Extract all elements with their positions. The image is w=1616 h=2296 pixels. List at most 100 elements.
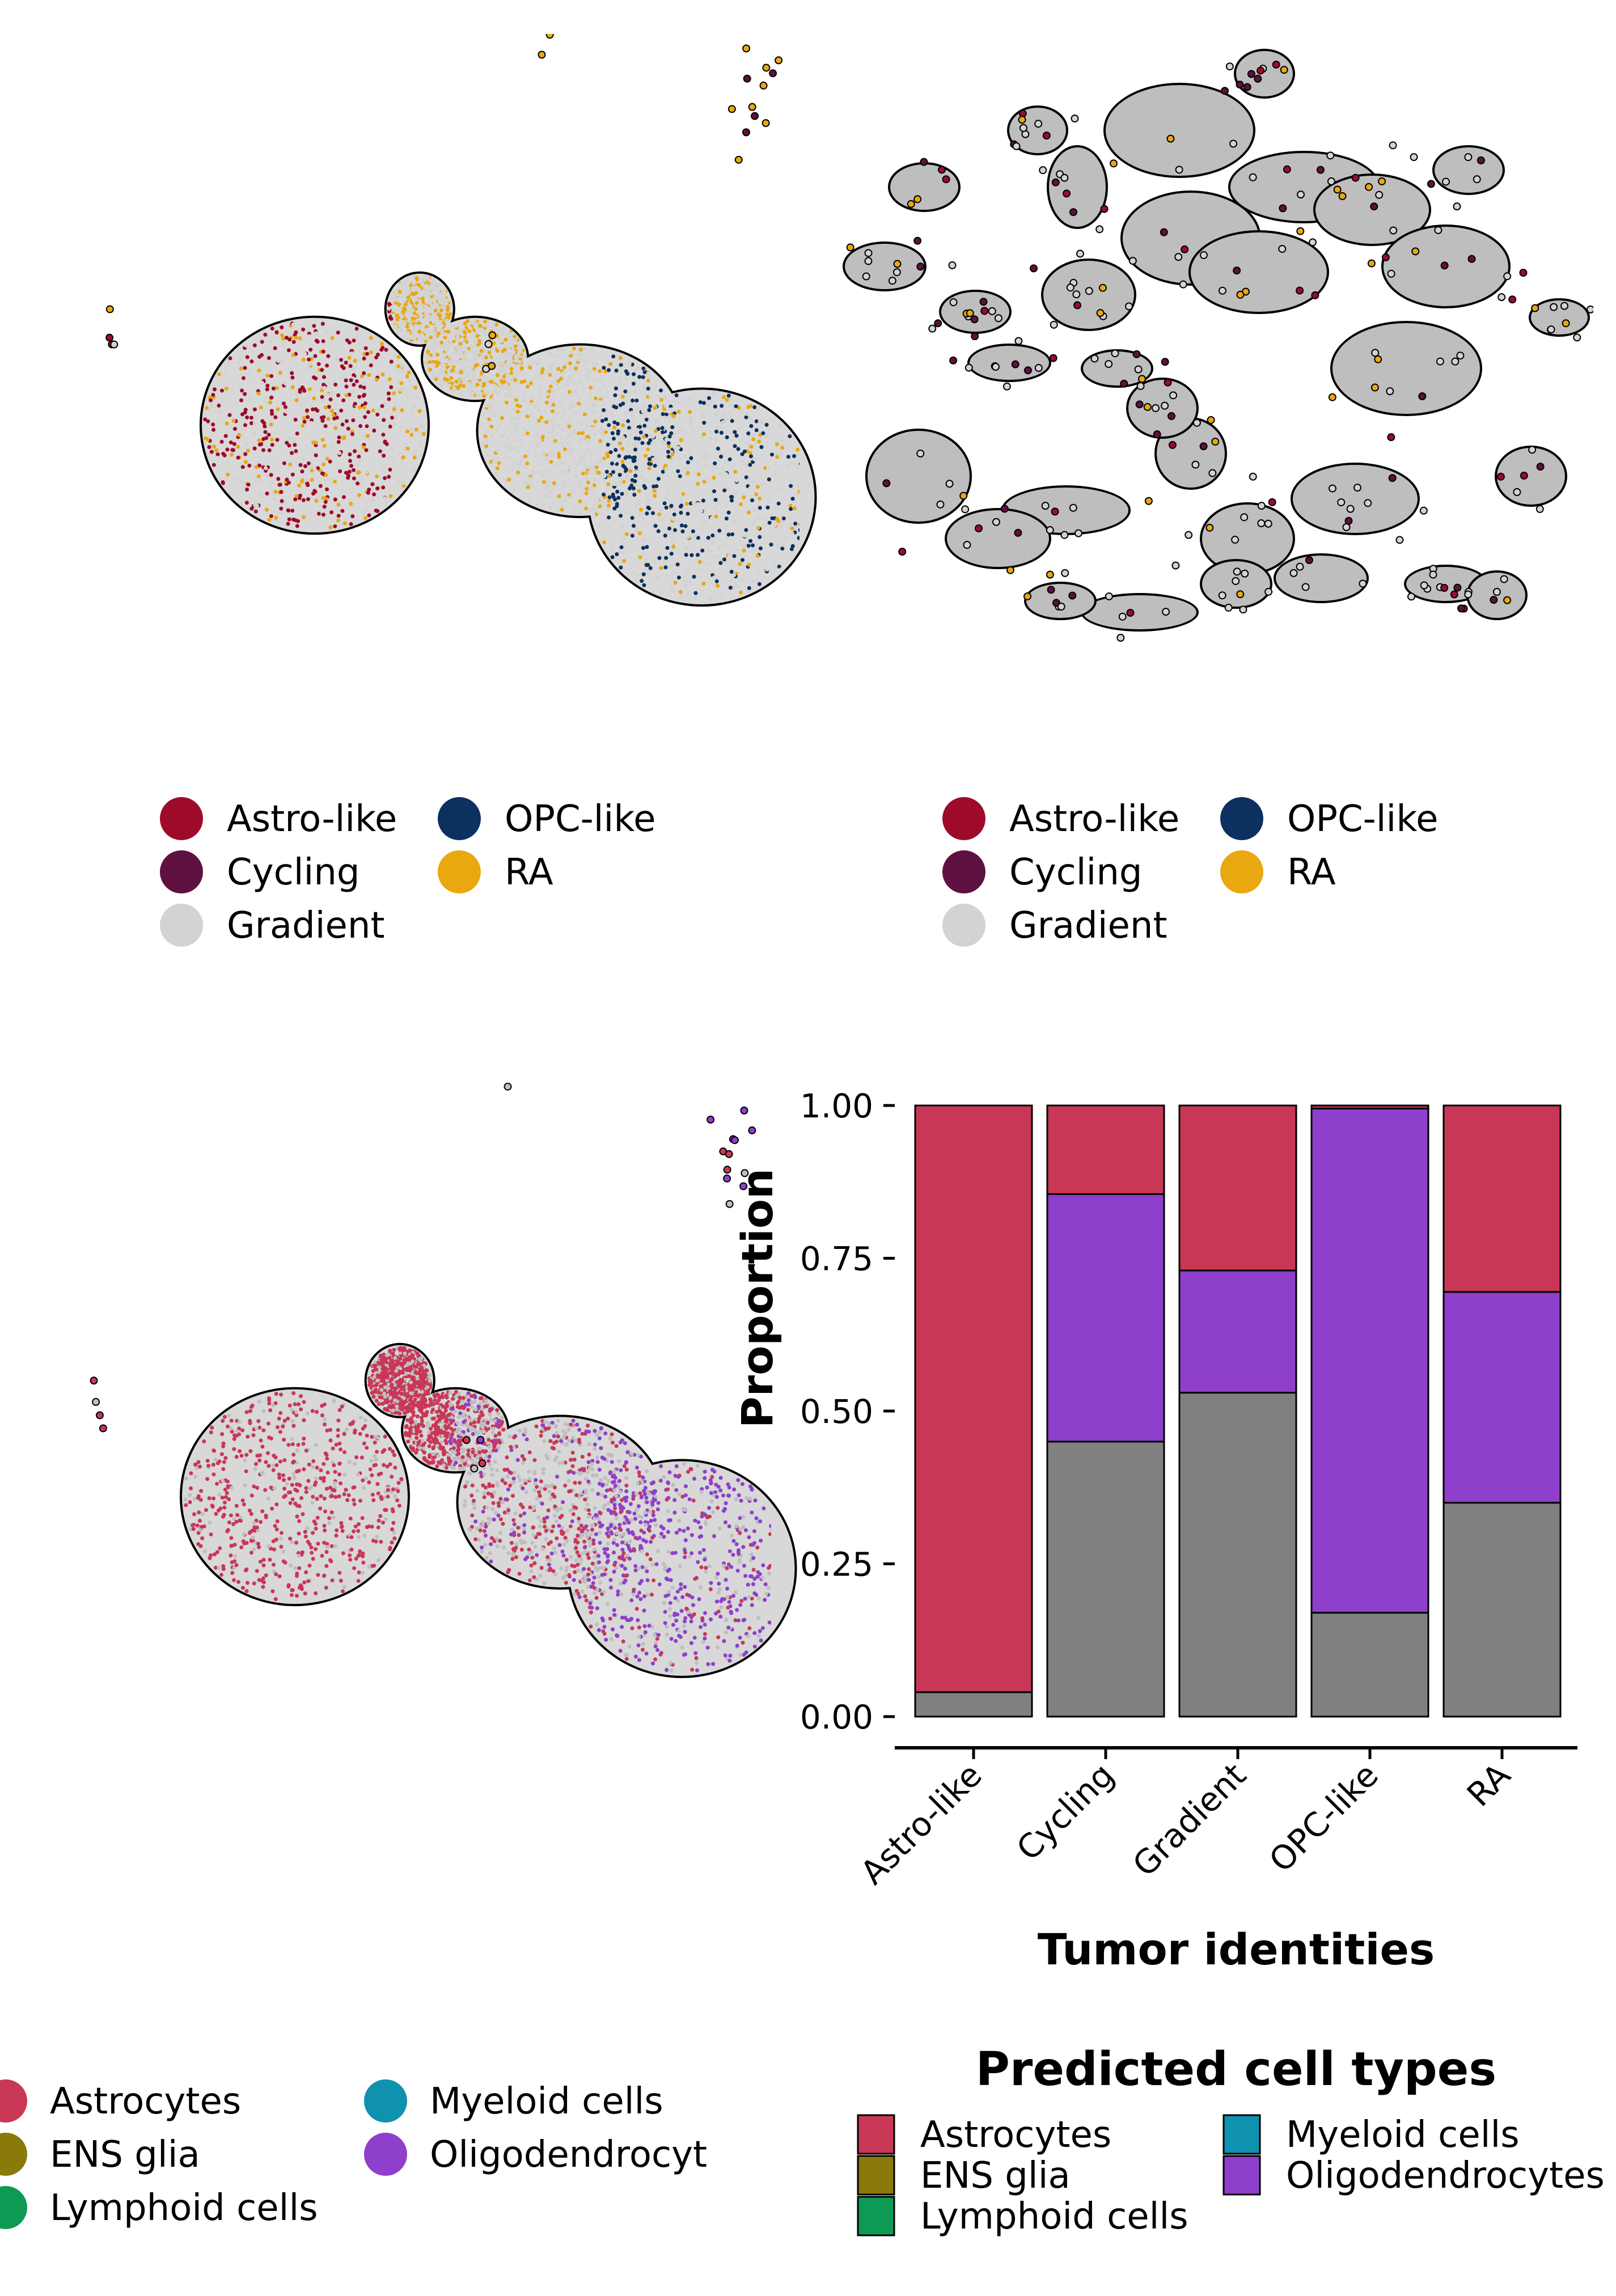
umap-point: [268, 400, 273, 405]
umap-point: [588, 1543, 593, 1548]
umap-point: [435, 353, 439, 357]
umap-point: [459, 351, 464, 356]
umap-point: [615, 1634, 620, 1638]
umap-point: [302, 388, 307, 393]
umap-point: [469, 395, 474, 399]
umap-point: [394, 416, 398, 420]
umap-point: [561, 347, 565, 351]
umap-point: [295, 431, 299, 436]
umap-point: [462, 384, 466, 388]
umap-point: [616, 1485, 621, 1489]
umap-point: [574, 462, 579, 467]
umap-point: [693, 1651, 698, 1655]
umap-point: [780, 446, 785, 450]
umap-point: [718, 472, 723, 477]
umap-point: [642, 478, 647, 482]
umap-point: [541, 502, 545, 507]
umap-point: [624, 532, 629, 536]
umap-point: [375, 486, 380, 491]
umap-point: [567, 375, 572, 380]
umap-point: [309, 464, 314, 469]
umap-point: [473, 378, 478, 382]
umap-point: [232, 1516, 236, 1521]
umap-point: [565, 470, 570, 475]
umap-point: [313, 489, 318, 494]
umap-point: [371, 358, 376, 363]
umap-point: [267, 448, 272, 452]
umap-point: [301, 1512, 305, 1516]
umap-point: [533, 433, 538, 438]
umap-point: [700, 548, 705, 553]
umap-point: [478, 324, 483, 328]
umap-point: [383, 476, 387, 480]
projected-point: [1171, 561, 1180, 570]
umap-point: [489, 1467, 494, 1472]
projected-point: [1051, 507, 1059, 516]
umap-point: [510, 421, 514, 426]
umap-point: [464, 348, 469, 353]
umap-point: [294, 330, 298, 334]
umap-point: [585, 434, 590, 439]
umap-point: [369, 350, 373, 355]
projected-point: [1014, 528, 1022, 537]
umap-point: [405, 292, 409, 296]
umap-point: [758, 420, 762, 424]
umap-point: [223, 1495, 228, 1499]
umap-point: [329, 393, 333, 397]
umap-point: [450, 371, 455, 376]
umap-point: [338, 469, 342, 473]
legend-item: RA: [438, 850, 553, 893]
umap-point: [417, 329, 422, 334]
umap-point: [728, 586, 733, 590]
projected-point: [1126, 608, 1135, 617]
umap-point: [680, 529, 685, 533]
legend-label: OPC-like: [1287, 798, 1438, 840]
umap-point: [348, 1553, 352, 1558]
umap-point: [281, 1424, 285, 1429]
umap-point: [254, 465, 259, 469]
umap-point: [760, 482, 765, 486]
umap-point: [344, 384, 349, 389]
umap-point: [311, 1557, 315, 1561]
umap-point: [411, 326, 416, 331]
umap-point: [526, 485, 530, 489]
umap-point: [672, 1613, 676, 1617]
umap-point: [557, 1450, 561, 1454]
umap-point: [269, 480, 274, 485]
umap-stray-point: [978, 155, 985, 162]
umap-point: [797, 536, 799, 540]
umap-point: [497, 461, 501, 465]
umap-point: [591, 361, 595, 366]
umap-point: [411, 412, 416, 416]
projected-point: [1138, 375, 1147, 383]
umap-point: [197, 1510, 201, 1515]
umap-point: [222, 1505, 227, 1510]
umap-point: [394, 324, 398, 329]
umap-point: [739, 577, 743, 582]
umap-point: [353, 358, 357, 363]
umap-point: [481, 443, 485, 448]
projected-point: [1249, 173, 1257, 181]
reference-cluster: [890, 164, 958, 210]
umap-point: [678, 456, 683, 461]
umap-point: [256, 474, 261, 478]
umap-point: [634, 398, 639, 403]
umap-point: [306, 415, 310, 420]
umap-point: [790, 478, 794, 483]
umap-point: [372, 492, 376, 497]
umap-point: [212, 444, 217, 449]
projected-point: [1199, 251, 1208, 260]
umap-point: [440, 362, 445, 366]
umap-point: [726, 487, 730, 492]
umap-point: [644, 417, 649, 422]
umap-point: [540, 451, 545, 455]
umap-point: [350, 514, 355, 519]
umap-point: [515, 427, 519, 431]
umap-point: [647, 457, 652, 461]
umap-point: [200, 1536, 205, 1540]
umap-point: [393, 1465, 397, 1470]
umap-point: [538, 438, 542, 442]
umap-point: [580, 1533, 585, 1537]
umap-point: [302, 1418, 306, 1422]
umap-point: [597, 1628, 601, 1632]
